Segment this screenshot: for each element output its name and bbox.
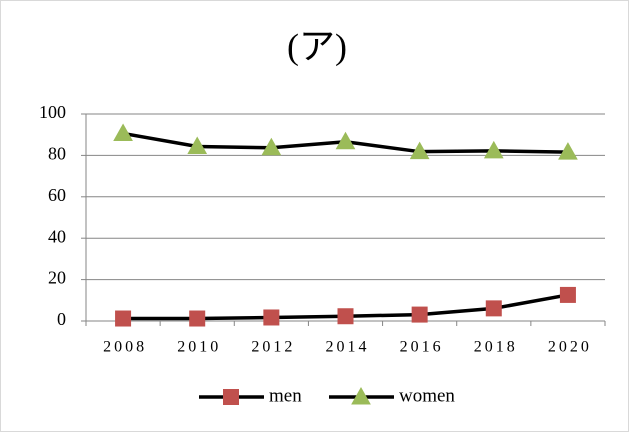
legend-marker: [351, 386, 371, 405]
x-tick-label: 2010: [177, 339, 221, 356]
y-tick-label: 80: [48, 144, 66, 164]
data-point: [337, 308, 354, 325]
data-point: [335, 131, 356, 150]
x-tick-label: 2020: [548, 339, 592, 356]
data-point: [263, 309, 280, 326]
y-tick-label: 40: [48, 226, 66, 246]
data-point: [485, 300, 502, 317]
y-tick-label: 20: [48, 268, 66, 288]
data-point: [558, 142, 578, 160]
data-point: [113, 123, 133, 141]
legend-marker: [223, 389, 239, 405]
data-point: [411, 306, 428, 323]
data-point: [189, 310, 206, 327]
data-point: [115, 310, 132, 327]
x-tick-label: 2016: [400, 339, 444, 356]
x-tick-label: 2008: [103, 339, 147, 356]
legend-label: women: [399, 385, 455, 406]
data-point: [409, 141, 430, 160]
x-tick-label: 2012: [251, 339, 295, 356]
data-point: [187, 136, 208, 154]
y-tick-label: 60: [48, 185, 66, 205]
x-tick-label: 2018: [474, 339, 518, 356]
x-tick-label: 2014: [326, 339, 370, 356]
y-tick-label: 0: [57, 309, 66, 329]
y-tick-label: 100: [39, 102, 66, 122]
data-point: [261, 137, 282, 156]
legend-label: men: [269, 385, 302, 406]
chart-title: (ア): [287, 26, 347, 66]
data-point: [559, 286, 576, 303]
data-point: [483, 140, 504, 159]
